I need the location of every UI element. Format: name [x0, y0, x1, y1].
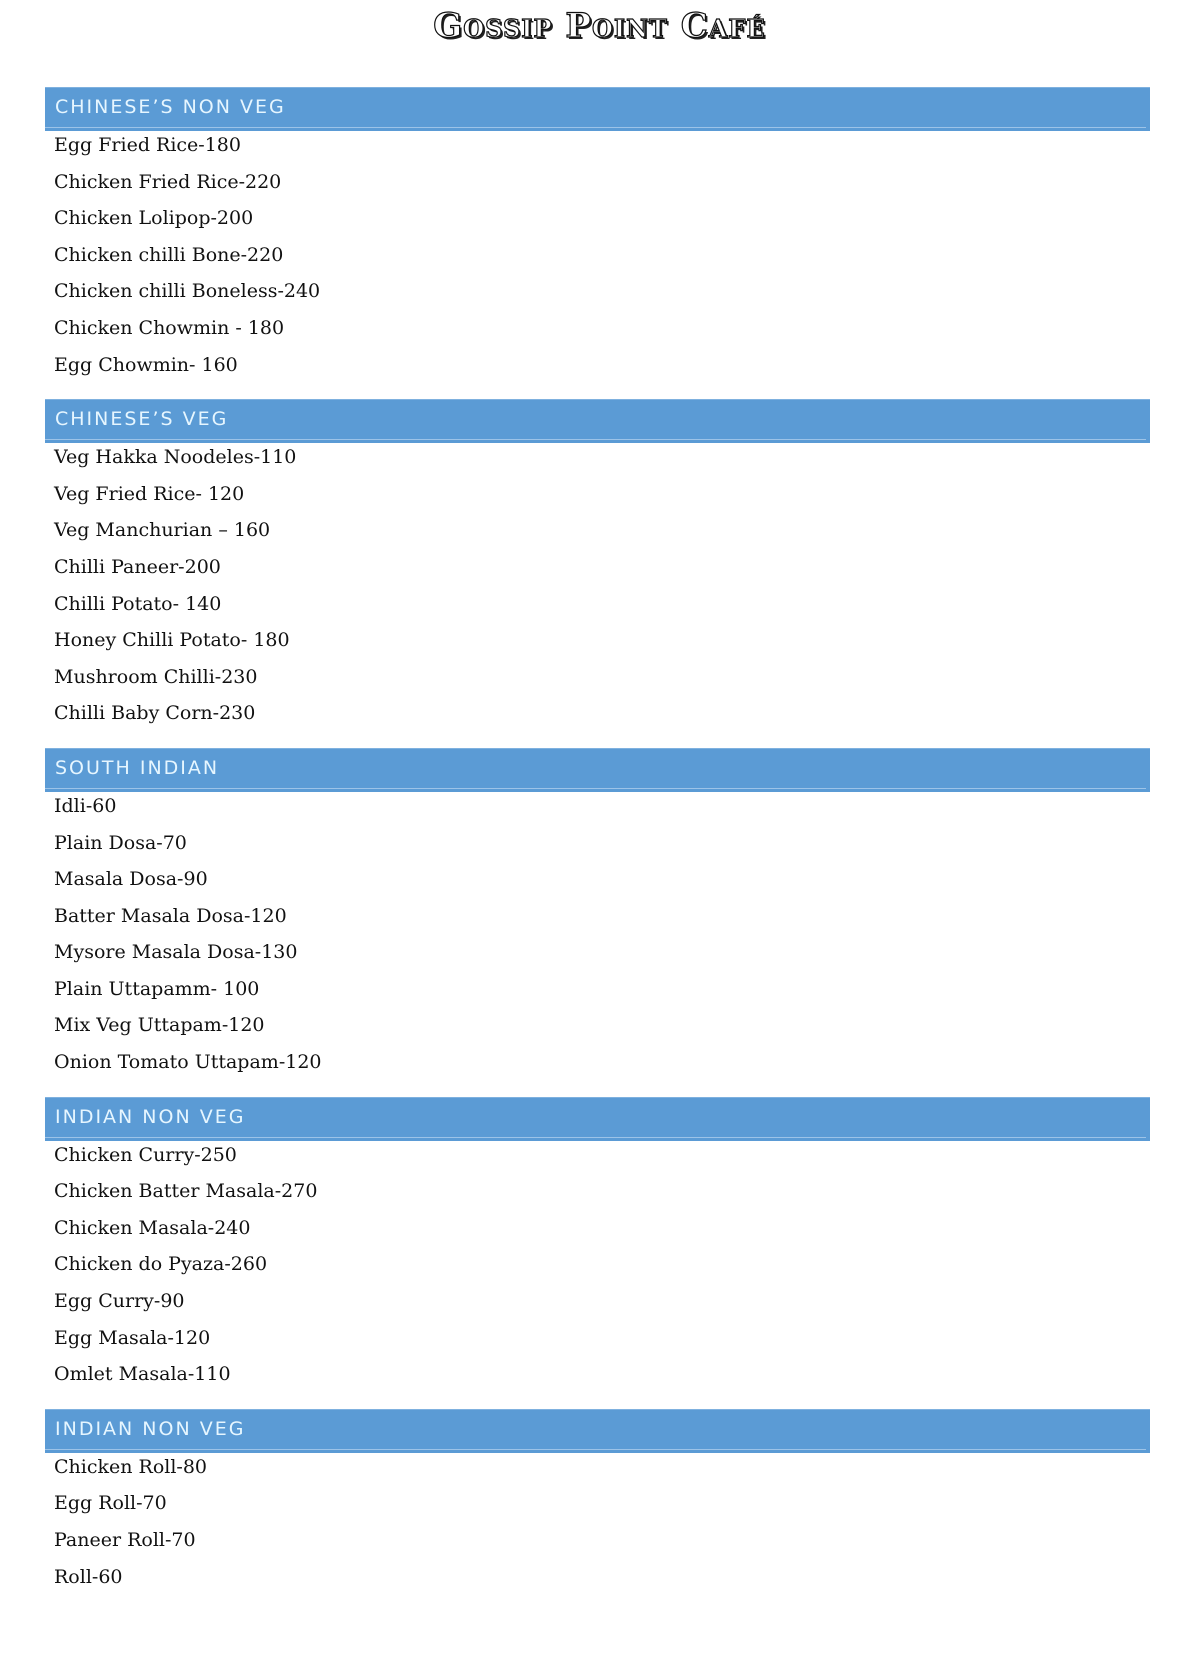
menu-item: Chicken chilli Boneless-240	[54, 280, 321, 303]
menu-item: Paneer Roll-70	[54, 1529, 196, 1551]
item-list: Chicken Curry-250 Chicken Batter Masala-2…	[45, 1137, 1150, 1393]
menu-item: Chicken chilli Bone-220	[54, 243, 284, 266]
menu-item: Plain Uttapamm- 100	[54, 977, 260, 1000]
menu-item: Honey Chilli Potato- 180	[54, 629, 290, 652]
menu-item: Chicken do Pyaza-260	[54, 1253, 268, 1276]
menu-item: Veg Hakka Noodeles-110	[54, 446, 297, 469]
section-heading: SOUTH INDIAN	[55, 756, 220, 779]
menu-item: Chicken Roll-80	[54, 1455, 208, 1478]
item-list: Egg Fried Rice-180 Chicken Fried Rice-220…	[45, 127, 1150, 383]
menu-item: Chicken Chowmin - 180	[54, 316, 285, 339]
section-header: INDIAN NON VEG	[45, 1096, 1150, 1141]
menu-section: INDIAN NON VEG Chicken Curry-250 Chicken B…	[45, 1096, 1150, 1393]
menu-item: Chilli Baby Corn-230	[54, 702, 256, 725]
menu-item: Chicken Masala-240	[54, 1216, 251, 1239]
menu-item: Egg Curry-90	[54, 1290, 185, 1313]
section-header: CHINESE’S NON VEG	[45, 87, 1150, 131]
menu-item: Mushroom Chilli-230	[54, 665, 258, 688]
menu-item: Batter Masala Dosa-120	[54, 904, 287, 927]
item-list: Idli-60 Plain Dosa-70 Masala Dosa-90 Batter…	[45, 788, 1150, 1081]
page-title: Gossip Point Café	[433, 5, 766, 46]
menu-item: Chicken Lolipop-200	[54, 207, 254, 230]
menu-item: Egg Roll-70	[54, 1492, 167, 1515]
menu-item: Egg Fried Rice-180	[54, 134, 241, 156]
menu-section: CHINESE’S VEG Veg Hakka Noodeles-110 Veg F…	[45, 399, 1150, 732]
item-list: Chicken Roll-80 Egg Roll-70 Paneer Roll-70…	[45, 1449, 1150, 1595]
section-heading: CHINESE’S NON VEG	[55, 96, 286, 118]
menu-section: SOUTH INDIAN Idli-60 Plain Dosa-70 Masala D…	[45, 747, 1150, 1081]
menu: CHINESE’S NON VEG Egg Fried Rice-180 Chick…	[45, 87, 1150, 1611]
menu-item: Omlet Masala-110	[54, 1363, 231, 1386]
menu-section: CHINESE’S NON VEG Egg Fried Rice-180 Chick…	[45, 87, 1150, 383]
menu-item: Mysore Masala Dosa-130	[54, 941, 298, 964]
section-header: CHINESE’S VEG	[45, 399, 1150, 444]
menu-item: Masala Dosa-90	[54, 868, 208, 891]
menu-item: Chilli Paneer-200	[54, 555, 221, 578]
menu-item: Chicken Batter Masala-270	[54, 1180, 318, 1203]
section-heading: INDIAN NON VEG	[55, 1105, 246, 1128]
menu-item: Roll-60	[54, 1565, 123, 1588]
menu-item: Onion Tomato Uttapam-120	[54, 1051, 322, 1074]
menu-item: Veg Manchurian – 160	[54, 519, 271, 542]
menu-item: Plain Dosa-70	[54, 831, 187, 854]
menu-item: Veg Fried Rice- 120	[54, 482, 245, 505]
menu-item: Idli-60	[54, 794, 117, 817]
menu-item: Egg Masala-120	[54, 1326, 211, 1349]
item-list: Veg Hakka Noodeles-110 Veg Fried Rice- 12…	[45, 439, 1150, 732]
menu-item: Mix Veg Uttapam-120	[54, 1014, 265, 1037]
section-header: SOUTH INDIAN	[45, 747, 1150, 792]
menu-item: Chicken Curry-250	[54, 1143, 237, 1166]
section-heading: INDIAN NON VEG	[55, 1417, 246, 1440]
menu-item: Chicken Fried Rice-220	[54, 170, 282, 193]
section-header: INDIAN NON VEG	[45, 1408, 1150, 1453]
menu-section: INDIAN NON VEG Chicken Roll-80 Egg Roll-70…	[45, 1408, 1150, 1595]
menu-item: Egg Chowmin- 160	[54, 353, 238, 376]
section-heading: CHINESE’S VEG	[55, 408, 229, 431]
menu-item: Chilli Potato- 140	[54, 592, 222, 615]
